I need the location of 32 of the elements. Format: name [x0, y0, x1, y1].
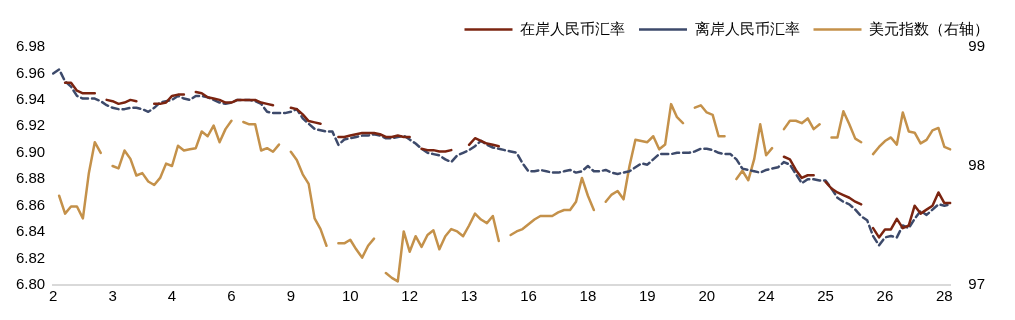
- y-tick-label: 6.94: [15, 90, 46, 108]
- x-tick-label: 4: [167, 287, 177, 305]
- x-tick-label: 26: [876, 287, 894, 305]
- x-tick-label: 20: [698, 287, 716, 305]
- y-tick-label: 6.86: [15, 195, 46, 213]
- x-tick-label: 3: [108, 287, 117, 305]
- x-tick-label: 9: [286, 287, 296, 305]
- x-tick-label: 25: [817, 287, 834, 305]
- y-tick-label: 6.92: [15, 116, 46, 134]
- legend-label: 美元指数（右轴）: [869, 19, 989, 37]
- x-tick-label: 16: [520, 287, 537, 305]
- y2-tick-label: 99: [968, 37, 985, 55]
- y-tick-label: 6.88: [15, 169, 46, 187]
- x-tick-label: 12: [401, 287, 419, 305]
- y2-tick-label: 97: [968, 275, 985, 293]
- x-tick-label: 28: [936, 287, 953, 305]
- x-tick-label: 24: [757, 287, 775, 305]
- y-tick-label: 6.82: [15, 248, 46, 266]
- y2-tick-label: 98: [968, 156, 985, 174]
- x-tick-label: 6: [227, 287, 236, 305]
- x-tick-label: 19: [638, 287, 656, 305]
- x-tick-label: 18: [579, 287, 597, 305]
- y-tick-label: 6.96: [15, 63, 46, 81]
- legend-label: 离岸人民币汇率: [694, 19, 800, 37]
- y-tick-label: 6.84: [15, 222, 46, 240]
- y-tick-label: 6.98: [15, 37, 46, 55]
- legend-label: 在岸人民币汇率: [520, 19, 625, 37]
- x-tick-label: 2: [49, 287, 58, 305]
- y-tick-label: 6.80: [15, 275, 46, 293]
- x-tick-label: 13: [460, 287, 478, 305]
- x-tick-label: 10: [341, 287, 359, 305]
- y-tick-label: 6.90: [15, 142, 46, 160]
